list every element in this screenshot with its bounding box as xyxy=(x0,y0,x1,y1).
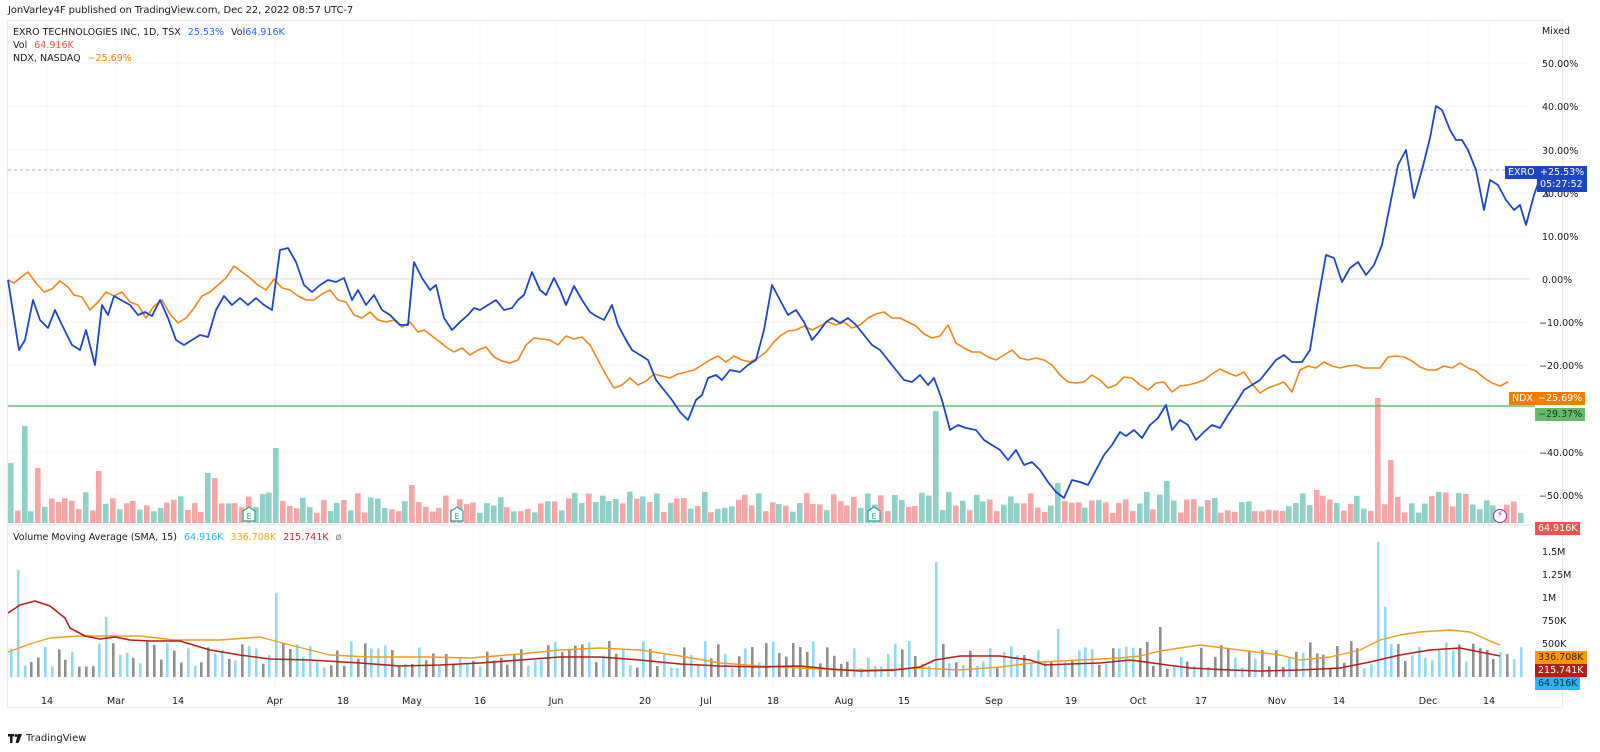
level-value-tag: −29.37% xyxy=(1535,408,1586,421)
vma-label: Volume Moving Average (SMA, 15) xyxy=(13,532,177,543)
main-vol-value: 64.916K xyxy=(245,27,285,38)
earnings-icon[interactable]: E xyxy=(242,506,256,522)
vma-volume-tag: 64.916K xyxy=(1535,677,1581,690)
earnings-icon[interactable]: E xyxy=(867,506,881,522)
ndx-label: NDX, NASDAQ xyxy=(13,53,81,64)
tradingview-logo-icon xyxy=(8,734,22,743)
volume-tick: 1.5M xyxy=(1542,547,1566,558)
vma-value-4: ø xyxy=(335,532,342,543)
vma-sma2-tag: 215.741K xyxy=(1535,664,1587,677)
vma-value-1: 64.916K xyxy=(184,532,224,543)
volume-tick: 1.25M xyxy=(1542,570,1572,581)
price-tick: −50.00% xyxy=(1539,491,1584,502)
time-tick: 16 xyxy=(473,696,487,707)
volume-tick: 500K xyxy=(1542,639,1567,650)
price-tick: 20.00% xyxy=(1542,189,1579,200)
time-tick: Jun xyxy=(548,696,564,707)
time-tick: Jul xyxy=(700,696,712,707)
main-series-title: EXRO TECHNOLOGIES INC, 1D, TSX xyxy=(13,27,181,38)
time-tick: 18 xyxy=(336,696,350,707)
main-vol-label: Vol xyxy=(231,27,246,38)
main-series-change: 25.53% xyxy=(187,27,225,38)
time-tick: 14 xyxy=(1482,696,1496,707)
price-tick: 40.00% xyxy=(1542,102,1579,113)
lightning-icon[interactable]: ⚡ xyxy=(1493,509,1507,523)
main-series-legend[interactable]: EXRO TECHNOLOGIES INC, 1D, TSX 25.53% Vo… xyxy=(13,27,289,38)
price-tick: −20.00% xyxy=(1539,361,1584,372)
vma-value-2: 336.708K xyxy=(230,532,277,543)
price-tick: −40.00% xyxy=(1539,448,1584,459)
price-tick: −10.00% xyxy=(1539,318,1584,329)
volume-value-tag: 64.916K xyxy=(1535,522,1581,535)
ndx-change: −25.69% xyxy=(87,53,132,64)
price-tick: 50.00% xyxy=(1542,59,1579,70)
publish-info: JonVarley4F published on TradingView.com… xyxy=(8,5,354,16)
price-tick: 30.00% xyxy=(1542,146,1579,157)
time-tick: 20 xyxy=(638,696,652,707)
chart-frame[interactable] xyxy=(7,20,1563,708)
time-tick: 17 xyxy=(1194,696,1208,707)
volume-legend[interactable]: Vol 64.916K xyxy=(13,40,78,51)
time-tick: Aug xyxy=(834,696,854,707)
exro-symbol-tag: EXRO xyxy=(1505,166,1538,179)
vma-sma1-tag: 336.708K xyxy=(1535,651,1587,664)
exro-value: +25.53% xyxy=(1540,167,1585,178)
ndx-symbol-tag: NDX xyxy=(1509,392,1536,405)
exro-value-tag: +25.53% 05:27:52 xyxy=(1537,166,1588,192)
ndx-legend[interactable]: NDX, NASDAQ −25.69% xyxy=(13,53,136,64)
time-tick: 19 xyxy=(1064,696,1078,707)
exro-countdown: 05:27:52 xyxy=(1540,179,1583,190)
earnings-icon[interactable]: E xyxy=(450,506,464,522)
time-tick: Apr xyxy=(266,696,284,707)
vma-value-3: 215.741K xyxy=(283,532,329,543)
time-tick: 14 xyxy=(1332,696,1346,707)
svg-text:E: E xyxy=(454,512,459,521)
tradingview-logo[interactable]: TradingView xyxy=(8,733,86,744)
time-tick: Dec xyxy=(1418,696,1438,707)
scale-mode-label[interactable]: Mixed xyxy=(1542,26,1571,37)
vma-legend[interactable]: Volume Moving Average (SMA, 15) 64.916K … xyxy=(13,532,345,543)
volume-tick: 1M xyxy=(1542,593,1557,604)
svg-text:E: E xyxy=(246,512,251,521)
svg-text:E: E xyxy=(871,512,876,521)
vol-value: 64.916K xyxy=(34,40,74,51)
time-tick: 14 xyxy=(171,696,185,707)
time-tick: 18 xyxy=(766,696,780,707)
ndx-value-tag: −25.69% xyxy=(1535,392,1586,405)
volume-tick: 750K xyxy=(1542,616,1567,627)
time-tick: Sep xyxy=(985,696,1003,707)
time-tick: Nov xyxy=(1267,696,1287,707)
time-tick: Mar xyxy=(107,696,125,707)
price-tick: 0.00% xyxy=(1542,275,1573,286)
time-tick: May xyxy=(402,696,422,707)
time-tick: 14 xyxy=(40,696,54,707)
price-tick: 10.00% xyxy=(1542,232,1579,243)
time-tick: Oct xyxy=(1129,696,1147,707)
vol-label: Vol xyxy=(13,40,28,51)
time-tick: 15 xyxy=(897,696,911,707)
tradingview-brand: TradingView xyxy=(26,733,87,744)
